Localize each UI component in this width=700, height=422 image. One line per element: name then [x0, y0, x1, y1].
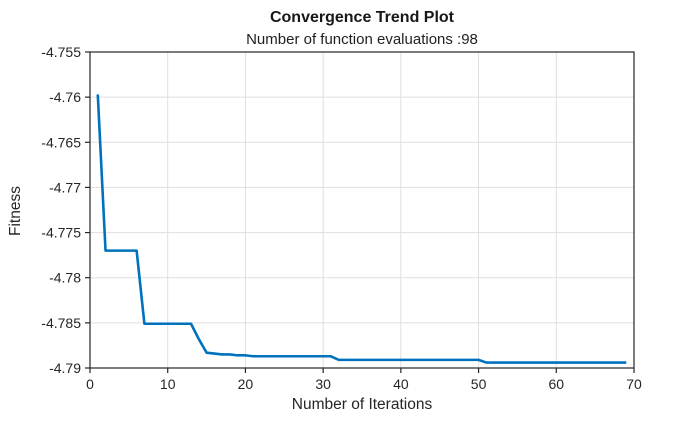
- chart-title: Convergence Trend Plot: [270, 9, 455, 26]
- x-axis-label: Number of Iterations: [292, 396, 433, 413]
- series-layer: [96, 94, 627, 364]
- grid-layer: [90, 52, 634, 368]
- y-tick-label: -4.77: [49, 179, 81, 195]
- y-tick-label: -4.78: [49, 270, 81, 286]
- axis-layer: [85, 51, 635, 373]
- y-tick-label: -4.755: [41, 44, 81, 60]
- chart-subtitle: Number of function evaluations :98: [246, 31, 478, 48]
- axes-box: [89, 51, 635, 369]
- tick-label-layer: 0 10 20 30 40 50 60 70 -4.79 -4.785 -4.78 -4.775 -4.…: [41, 44, 642, 392]
- y-tick-label: -4.775: [41, 225, 81, 241]
- x-tick-label: 20: [238, 376, 254, 392]
- y-tick-label: -4.785: [41, 315, 81, 331]
- x-tick-label: 60: [548, 376, 564, 392]
- y-tick-label: -4.79: [49, 360, 81, 376]
- x-tick-label: 10: [160, 376, 176, 392]
- x-tick-label: 40: [393, 376, 409, 392]
- x-tick-label: 70: [626, 376, 642, 392]
- y-axis-label: Fitness: [7, 186, 24, 236]
- y-tick-label: -4.765: [41, 134, 81, 150]
- y-tick-label: -4.76: [49, 89, 81, 105]
- x-tick-label: 0: [86, 376, 94, 392]
- x-tick-label: 30: [315, 376, 331, 392]
- x-tick-label: 50: [471, 376, 487, 392]
- series-line: [96, 94, 627, 364]
